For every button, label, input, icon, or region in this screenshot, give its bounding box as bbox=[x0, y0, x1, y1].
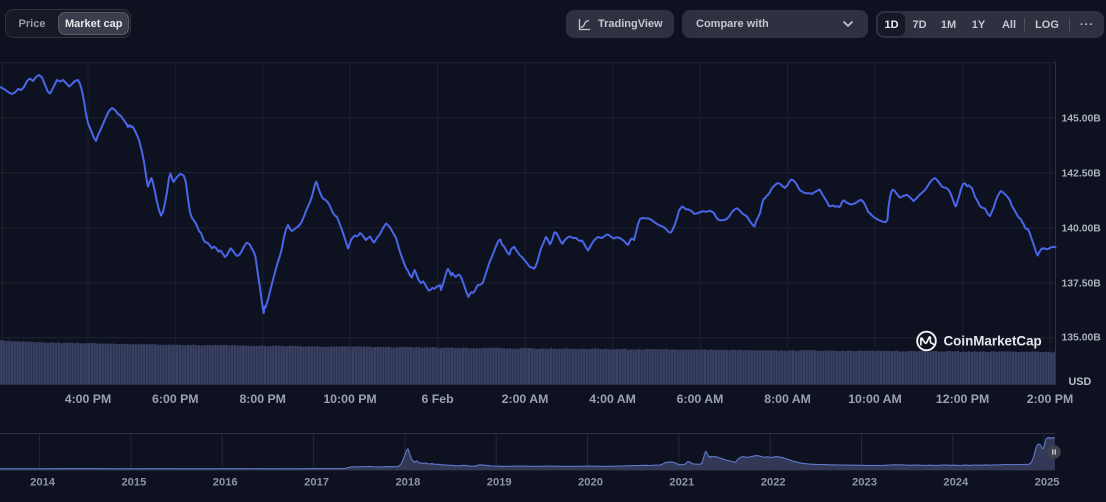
svg-text:135.00B: 135.00B bbox=[1062, 333, 1102, 344]
svg-text:6:00 AM: 6:00 AM bbox=[677, 392, 724, 406]
svg-text:2016: 2016 bbox=[213, 476, 238, 488]
svg-text:4:00 AM: 4:00 AM bbox=[589, 392, 636, 406]
svg-text:8:00 PM: 8:00 PM bbox=[239, 392, 285, 406]
svg-text:2015: 2015 bbox=[121, 476, 146, 488]
svg-text:4:00 PM: 4:00 PM bbox=[65, 392, 111, 406]
svg-text:140.00B: 140.00B bbox=[1062, 224, 1102, 235]
svg-text:8:00 AM: 8:00 AM bbox=[764, 392, 811, 406]
svg-text:145.00B: 145.00B bbox=[1062, 114, 1102, 125]
svg-text:2:00 PM: 2:00 PM bbox=[1027, 392, 1073, 406]
svg-text:12:00 PM: 12:00 PM bbox=[936, 392, 989, 406]
svg-text:137.50B: 137.50B bbox=[1062, 279, 1102, 290]
svg-text:2:00 AM: 2:00 AM bbox=[502, 392, 549, 406]
svg-text:USD: USD bbox=[1069, 376, 1092, 388]
svg-text:142.50B: 142.50B bbox=[1062, 169, 1102, 180]
svg-text:6:00 PM: 6:00 PM bbox=[152, 392, 198, 406]
svg-text:2019: 2019 bbox=[487, 476, 512, 488]
svg-text:2023: 2023 bbox=[852, 476, 877, 488]
svg-text:2017: 2017 bbox=[304, 476, 329, 488]
svg-text:2014: 2014 bbox=[30, 476, 56, 488]
svg-text:2025: 2025 bbox=[1035, 476, 1060, 488]
svg-text:10:00 PM: 10:00 PM bbox=[323, 392, 376, 406]
svg-text:2022: 2022 bbox=[761, 476, 786, 488]
svg-text:2018: 2018 bbox=[395, 476, 420, 488]
svg-text:6 Feb: 6 Feb bbox=[422, 392, 454, 406]
svg-text:2024: 2024 bbox=[943, 476, 969, 488]
svg-text:CoinMarketCap: CoinMarketCap bbox=[944, 334, 1042, 349]
svg-text:10:00 AM: 10:00 AM bbox=[848, 392, 902, 406]
svg-text:2020: 2020 bbox=[578, 476, 603, 488]
svg-text:2021: 2021 bbox=[669, 476, 694, 488]
